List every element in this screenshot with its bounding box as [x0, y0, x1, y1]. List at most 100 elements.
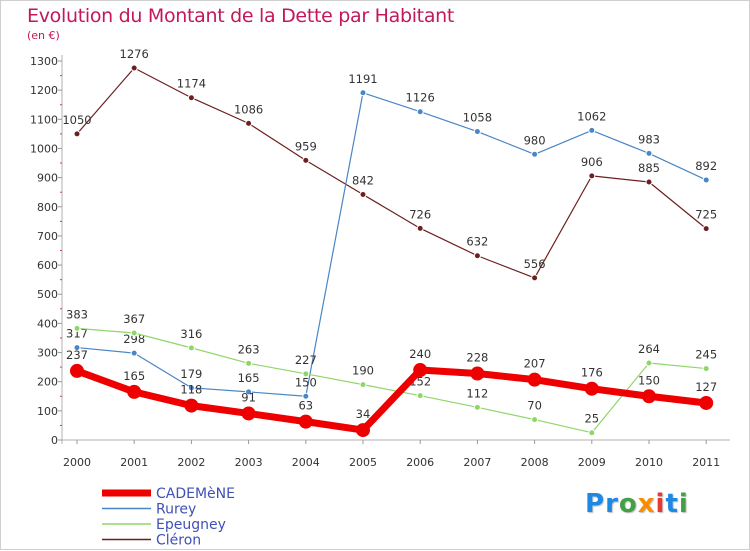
logo-letter: i	[678, 489, 689, 519]
data-point-rurey	[645, 149, 653, 157]
data-point-rurey	[588, 126, 596, 134]
x-tick-label: 2005	[349, 456, 377, 469]
data-label-rurey: 317	[66, 327, 88, 341]
x-tick-label: 2011	[692, 456, 720, 469]
data-label-rurey: 892	[695, 159, 717, 173]
data-label-cademene: 118	[180, 383, 202, 397]
data-point-cademene	[527, 372, 542, 387]
proxiti-logo: Proxiti	[585, 489, 689, 519]
data-point-rurey	[531, 150, 539, 158]
data-label-epeugney: 316	[180, 327, 202, 341]
data-point-epeugney	[359, 381, 367, 389]
data-label-cleron: 842	[352, 174, 374, 188]
data-label-epeugney: 25	[584, 412, 599, 426]
data-label-cademene: 150	[638, 373, 660, 387]
data-label-cleron: 906	[581, 155, 603, 169]
data-label-cademene: 91	[241, 390, 256, 404]
y-tick-label: 1200	[30, 84, 58, 97]
data-point-cademene	[184, 398, 199, 413]
data-point-cleron	[416, 224, 424, 232]
x-tick-label: 2001	[120, 456, 148, 469]
y-tick-label: 1000	[30, 142, 58, 155]
data-point-cleron	[245, 119, 253, 127]
x-tick-label: 2008	[521, 456, 549, 469]
data-label-epeugney: 263	[238, 342, 260, 356]
data-point-rurey	[245, 388, 253, 396]
data-point-epeugney	[416, 392, 424, 400]
logo-letter: o	[618, 489, 638, 519]
data-label-rurey: 1191	[348, 72, 377, 86]
data-label-rurey: 165	[238, 371, 260, 385]
data-label-cleron: 1174	[177, 77, 206, 91]
data-label-cademene: 176	[581, 366, 603, 380]
data-point-rurey	[473, 128, 481, 136]
x-tick-label: 2002	[177, 456, 205, 469]
x-tick-label: 2006	[406, 456, 434, 469]
data-label-cleron: 726	[409, 207, 431, 221]
data-label-cademene: 63	[298, 399, 313, 413]
data-label-cleron: 1086	[234, 102, 263, 116]
data-point-epeugney	[645, 359, 653, 367]
data-label-cleron: 725	[695, 208, 717, 222]
data-label-cademene: 228	[466, 351, 488, 365]
data-point-cademene	[70, 363, 84, 378]
data-label-rurey: 980	[524, 133, 546, 147]
y-tick-label: 500	[37, 288, 58, 301]
series-line-cademene	[73, 366, 710, 434]
data-point-epeugney	[245, 359, 253, 367]
data-label-rurey: 179	[180, 367, 202, 381]
y-tick-label: 100	[37, 405, 58, 418]
data-label-cademene: 207	[524, 357, 546, 371]
x-tick-label: 2000	[63, 456, 91, 469]
data-label-epeugney: 383	[66, 307, 88, 321]
data-label-cleron: 1276	[120, 47, 149, 61]
data-label-epeugney: 367	[123, 312, 145, 326]
data-point-cademene	[127, 384, 142, 399]
data-label-rurey: 150	[295, 375, 317, 389]
data-point-cleron	[645, 178, 653, 186]
x-tick-label: 2010	[635, 456, 663, 469]
data-point-cademene	[241, 406, 256, 421]
legend-label-rurey: Rurey	[156, 502, 196, 518]
data-point-cademene	[356, 423, 370, 438]
chart-unit-label: (en €)	[27, 29, 60, 42]
data-point-cademene	[642, 389, 656, 404]
data-point-epeugney	[531, 416, 539, 424]
data-point-epeugney	[73, 324, 81, 332]
logo-letter: i	[655, 489, 666, 519]
legend-label-cleron: Cléron	[156, 533, 201, 549]
data-point-cleron	[588, 172, 596, 180]
x-tick-label: 2009	[578, 456, 606, 469]
data-point-epeugney	[588, 429, 596, 437]
data-point-rurey	[73, 344, 81, 352]
data-label-cademene: 240	[409, 347, 431, 361]
data-label-rurey: 298	[123, 332, 145, 346]
y-tick-label: 700	[37, 230, 58, 243]
y-tick-label: 1100	[30, 113, 58, 126]
logo-letter: r	[605, 489, 619, 519]
y-tick-label: 400	[37, 317, 58, 330]
y-tick-label: 300	[37, 347, 58, 360]
data-point-epeugney	[702, 365, 710, 373]
data-point-cademene	[470, 366, 485, 381]
data-label-cleron: 556	[524, 257, 546, 271]
data-point-cademene	[584, 381, 599, 396]
legend-label-cademene: CADEMèNE	[156, 486, 235, 502]
y-tick-label: 200	[37, 376, 58, 389]
data-label-cleron: 632	[466, 235, 488, 249]
x-tick-label: 2007	[463, 456, 491, 469]
series-line-cleron	[76, 67, 707, 279]
data-label-rurey: 1058	[463, 111, 492, 125]
chart-title: Evolution du Montant de la Dette par Hab…	[27, 5, 455, 27]
data-label-epeugney: 227	[295, 353, 317, 367]
data-point-rurey	[302, 392, 310, 400]
data-point-cleron	[359, 191, 367, 199]
data-point-epeugney	[473, 403, 481, 411]
y-tick-label: 600	[37, 259, 58, 272]
y-tick-label: 900	[37, 172, 58, 185]
data-point-epeugney	[130, 329, 138, 337]
data-label-cleron: 885	[638, 161, 660, 175]
data-point-cleron	[187, 94, 195, 102]
